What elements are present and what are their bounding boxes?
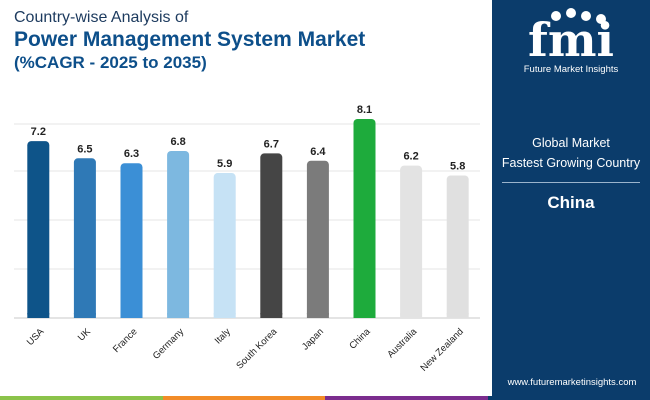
title-line-1: Country-wise Analysis of [14,9,189,26]
title-line-2: Power Management System Market [14,28,366,51]
bar-italy [213,173,236,318]
bar-china [353,119,376,318]
bar-chart: 7.2 USA 6.5 UK 6.3 France 6.8 Germany 5.9 Italy 6.… [14,104,480,374]
value-label-australia: 6.2 [403,151,418,163]
value-label-uk: 6.5 [77,143,92,155]
bar-base-south-korea [260,313,283,318]
bar-base-australia [400,313,423,318]
bar-france [120,163,143,318]
value-label-new-zealand: 5.8 [450,161,465,173]
value-label-usa: 7.2 [31,126,46,138]
tick-label-uk: UK [76,326,94,344]
fastest-growing-country: China [547,193,595,212]
bar-australia [400,165,423,318]
chart-title: Country-wise Analysis of Power Managemen… [14,8,484,74]
strip-segment-4 [487,396,650,400]
bar-south-korea [260,153,283,318]
bar-base-china [353,313,376,318]
bar-usa [27,141,50,318]
value-label-germany: 6.8 [170,136,185,148]
bar-uk [73,158,96,318]
tick-label-south-korea: South Korea [234,326,280,372]
bottom-color-strip [0,396,650,400]
bar-japan [306,160,329,318]
bar-base-new-zealand [446,313,469,318]
value-label-japan: 6.4 [310,146,326,158]
bar-germany [167,150,190,318]
logo-text: Future Market Insights [523,64,619,75]
value-label-china: 8.1 [357,104,372,116]
tick-label-italy: Italy [213,326,233,346]
value-label-italy: 5.9 [217,158,232,170]
bar-base-italy [213,313,236,318]
tick-label-usa: USA [25,326,47,348]
strip-segment-1 [0,396,163,400]
tick-label-new-zealand: New Zealand [418,326,465,373]
bar-new-zealand [446,175,469,318]
bar-base-uk [73,313,96,318]
tick-label-germany: Germany [151,326,187,362]
tick-label-france: France [111,326,140,355]
panel-divider [502,182,640,183]
strip-segment-3 [325,396,488,400]
tick-label-japan: Japan [300,326,326,352]
website-link[interactable]: www.futuremarketinsights.com [507,377,637,388]
fmi-logo: fmi Future Market Insights [492,6,650,76]
bar-base-japan [306,313,329,318]
bar-base-germany [167,313,190,318]
tick-label-china: China [347,326,373,352]
value-label-france: 6.3 [124,148,139,160]
panel-label-fastest-growing: Fastest Growing Country [501,156,641,170]
tick-label-australia: Australia [385,326,419,360]
panel-label-global-market: Global Market [532,136,610,150]
bar-base-france [120,313,143,318]
logo-icon: fmi [528,8,614,67]
value-label-south-korea: 6.7 [264,138,279,150]
title-line-3: (%CAGR - 2025 to 2035) [14,53,207,72]
side-panel: fmi Future Market Insights Global Market… [492,0,650,400]
strip-segment-2 [162,396,325,400]
bar-base-usa [27,313,50,318]
